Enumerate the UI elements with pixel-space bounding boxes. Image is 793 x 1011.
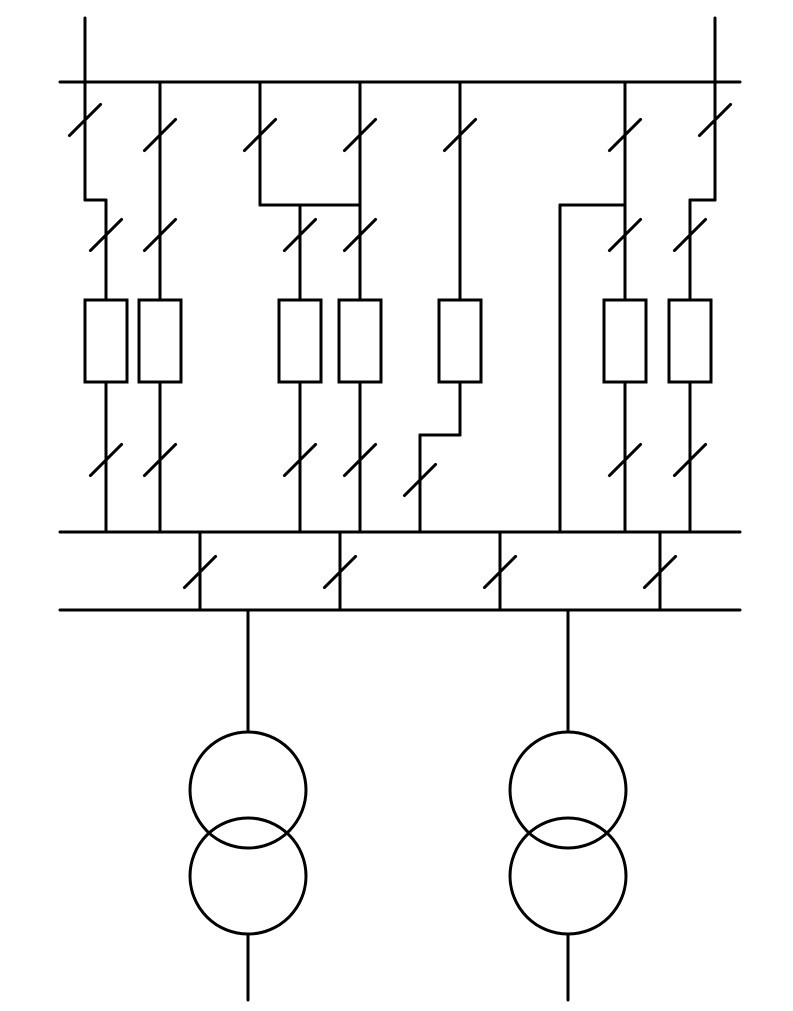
bay6-breaker (604, 300, 646, 382)
bay7-breaker (669, 300, 711, 382)
bay5-breaker (439, 300, 481, 382)
diagram-svg (0, 0, 793, 1011)
bay2-breaker (139, 300, 181, 382)
bay1-breaker (85, 300, 127, 382)
transformer-1-winding-secondary-icon (510, 818, 626, 934)
single-line-diagram (0, 0, 793, 1011)
transformer-1-winding-primary-icon (510, 732, 626, 848)
bay3-breaker (279, 300, 321, 382)
bay4-breaker (339, 300, 381, 382)
transformer-0-winding-primary-icon (190, 732, 306, 848)
transformer-0-winding-secondary-icon (190, 818, 306, 934)
